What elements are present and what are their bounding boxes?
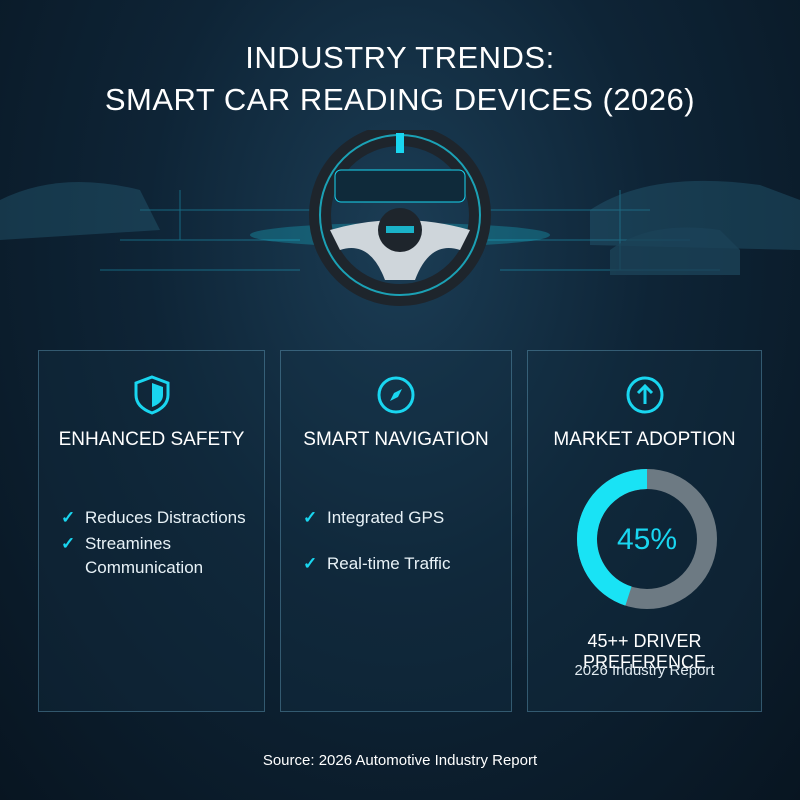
card: MARKET ADOPTION 45% 45++ DRIVER PREFEREN…: [527, 350, 762, 712]
card-title: ENHANCED SAFETY: [58, 429, 245, 450]
title-line: SMART CAR READING DEVICES (2026): [104, 82, 696, 117]
steering-wheel-illustration: [0, 130, 800, 306]
donut-segment: [577, 469, 648, 606]
card-title: MARKET ADOPTION: [553, 429, 736, 450]
caption: 45++ DRIVER PREFERENCE: [582, 631, 707, 672]
donut-label: 45%: [617, 523, 677, 556]
arrow-icon: [626, 376, 663, 414]
donut-chart: 45%: [577, 469, 717, 609]
list: Reduces Distractions Streamines Communic…: [61, 506, 256, 582]
list-item: Integrated GPS: [303, 506, 503, 530]
title-line: INDUSTRY TRENDS:: [245, 40, 555, 75]
card: ENHANCED SAFETY Reduces Distractions Str…: [38, 350, 265, 712]
list-item: Real-time Traffic: [303, 552, 503, 576]
source: Source: 2026 Automotive Industry Report: [262, 752, 538, 769]
list-item: Reduces Distractions: [61, 506, 256, 530]
card-title: SMART NAVIGATION: [303, 429, 489, 450]
compass-icon: [377, 376, 415, 414]
subcaption: 2026 Industry Report: [574, 662, 715, 679]
card: SMART NAVIGATION Integrated GPS Real-tim…: [280, 350, 512, 712]
shield-icon: [134, 375, 169, 415]
list: Integrated GPS Real-time Traffic: [303, 506, 503, 578]
list-item: Streamines Communication: [61, 532, 205, 580]
